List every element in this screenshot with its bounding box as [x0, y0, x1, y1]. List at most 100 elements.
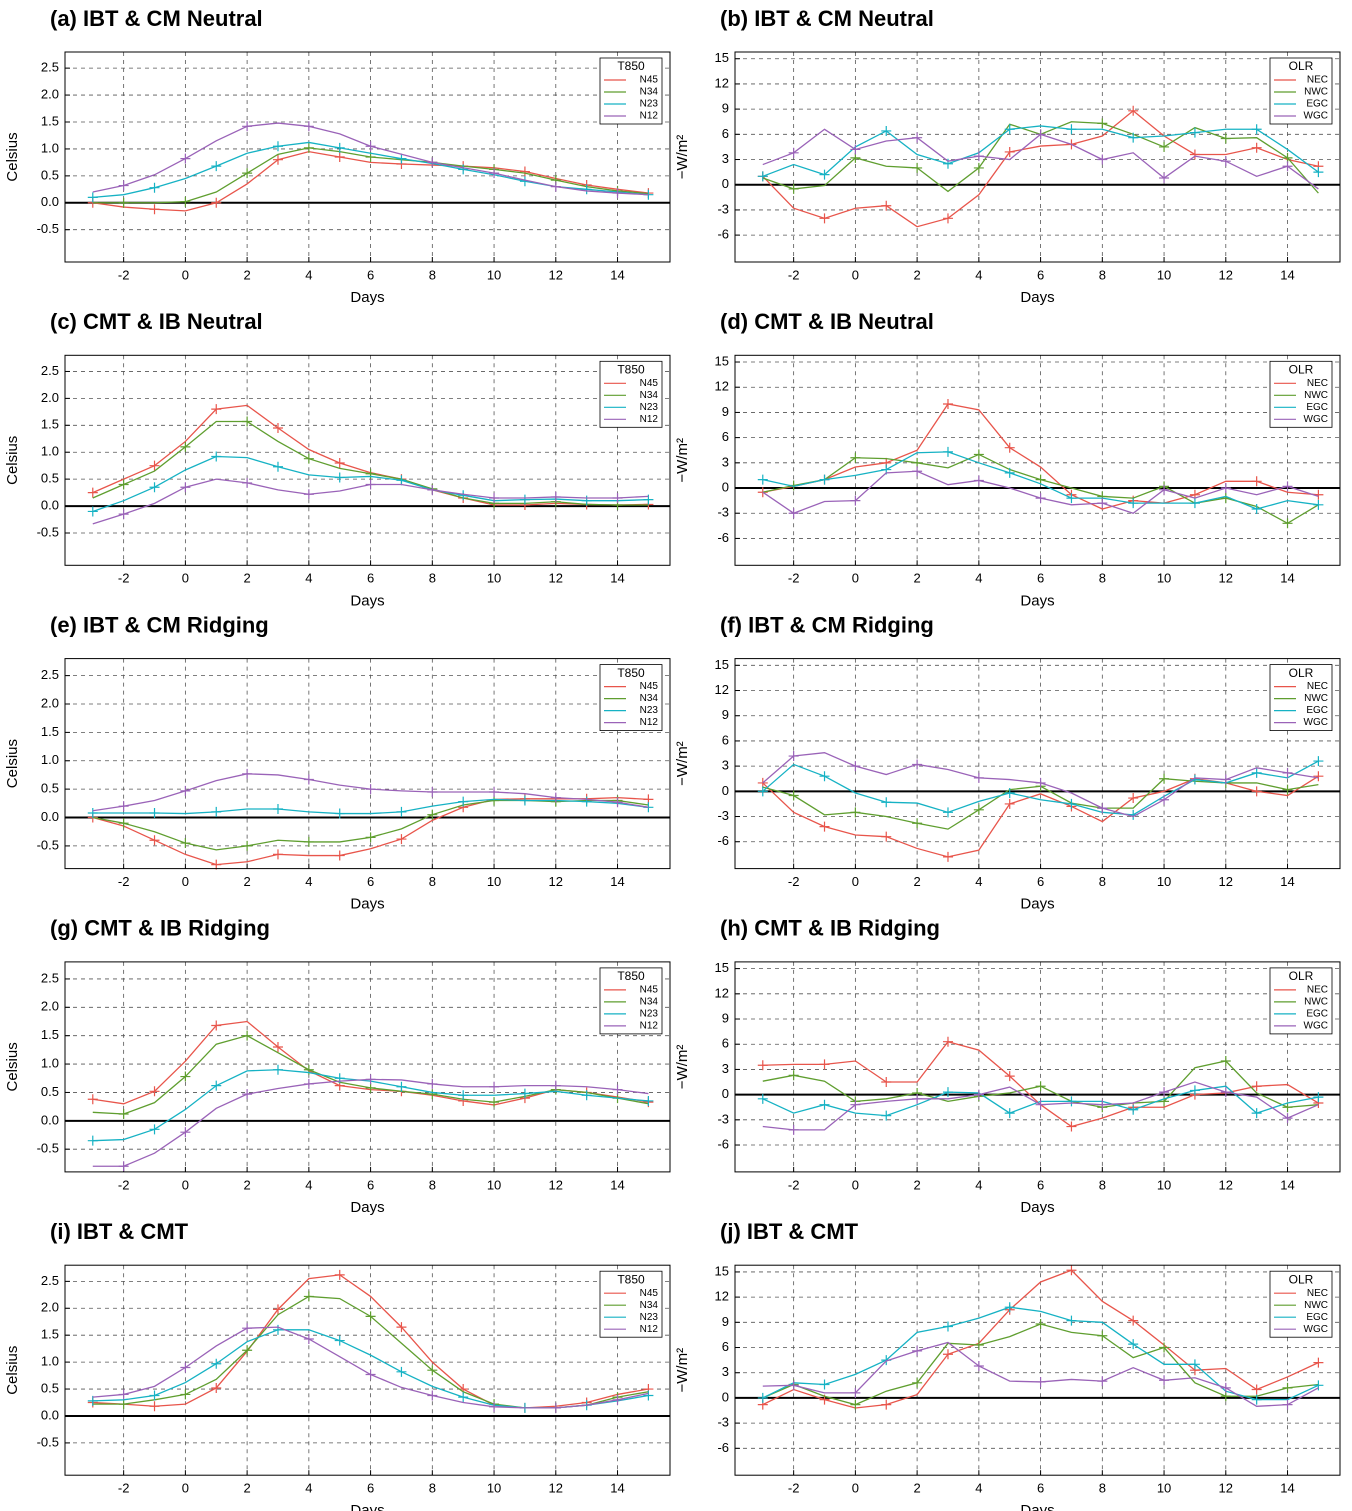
- marker: [427, 809, 438, 820]
- legend-label: NEC: [1307, 985, 1328, 996]
- legend-box: [599, 57, 663, 125]
- marker: [1282, 152, 1293, 163]
- y-tick-label: 1.0: [41, 752, 59, 767]
- panel-title: (g) CMT & IB Ridging: [50, 916, 270, 941]
- y-tick-label: 6: [722, 1339, 729, 1354]
- panel-title: (b) IBT & CM Neutral: [720, 6, 934, 31]
- marker: [118, 818, 129, 829]
- y-axis-label: −W/m²: [674, 438, 691, 483]
- y-tick-label: 2.0: [41, 87, 59, 102]
- x-axis-label: Days: [350, 592, 384, 609]
- marker: [211, 859, 222, 870]
- marker: [365, 1074, 376, 1085]
- marker: [149, 460, 160, 471]
- x-tick-label: -2: [118, 874, 130, 889]
- marker: [242, 840, 253, 851]
- marker: [87, 807, 98, 818]
- marker: [396, 475, 407, 486]
- x-tick-label: 10: [487, 874, 501, 889]
- marker: [519, 1088, 530, 1099]
- marker: [149, 1086, 160, 1097]
- x-tick-label: 10: [487, 1481, 501, 1496]
- y-tick-label: 1.0: [41, 140, 59, 155]
- marker: [334, 142, 345, 153]
- legend-box: [599, 967, 663, 1035]
- marker: [1066, 493, 1077, 504]
- plot-frame: [64, 961, 671, 1173]
- marker: [1159, 484, 1170, 495]
- marker: [365, 1082, 376, 1093]
- marker: [1313, 1092, 1324, 1103]
- marker: [303, 1291, 314, 1302]
- x-tick-label: 6: [1037, 1481, 1044, 1496]
- marker: [757, 1093, 768, 1104]
- x-axis-label: Days: [1020, 1502, 1054, 1511]
- marker: [1035, 1099, 1046, 1110]
- marker: [365, 784, 376, 795]
- marker: [819, 821, 830, 832]
- marker: [1097, 1376, 1108, 1387]
- marker: [912, 818, 923, 829]
- legend-label: NWC: [1304, 1300, 1328, 1311]
- x-tick-label: 14: [1280, 874, 1294, 889]
- marker: [365, 1369, 376, 1380]
- y-tick-label: -3: [717, 201, 729, 216]
- marker: [396, 1322, 407, 1333]
- panel: -2 0 2 4 6 8 10 12 14 -0.5 0.0 0.5 1.0 1.5 2.0 2.5 (i) I…: [4, 1219, 671, 1511]
- y-tick-label: -0.5: [37, 837, 59, 852]
- plot-area: [65, 1265, 670, 1476]
- marker: [550, 1080, 561, 1091]
- marker: [1097, 118, 1108, 129]
- x-axis-label: Days: [350, 1502, 384, 1511]
- y-axis-label: Celsius: [4, 436, 21, 485]
- marker: [973, 162, 984, 173]
- x-tick-label: 8: [1099, 571, 1106, 586]
- plot-area: [735, 658, 1340, 869]
- legend-box: [1269, 360, 1333, 428]
- x-tick-label: 14: [610, 1481, 624, 1496]
- y-tick-label: 0.5: [41, 471, 59, 486]
- y-tick-label: 2.0: [41, 999, 59, 1014]
- legend-box: [599, 360, 663, 428]
- marker: [1097, 1330, 1108, 1341]
- marker: [211, 806, 222, 817]
- legend-label: NEC: [1307, 1288, 1328, 1299]
- x-tick-label: 4: [305, 571, 312, 586]
- y-tick-label: 0.5: [41, 781, 59, 796]
- marker: [942, 1321, 953, 1332]
- y-tick-label: 15: [715, 657, 729, 672]
- marker: [1220, 1087, 1231, 1098]
- x-tick-label: 4: [975, 571, 982, 586]
- y-tick-label: 6: [722, 1036, 729, 1051]
- marker: [1313, 1380, 1324, 1391]
- marker: [973, 1340, 984, 1350]
- marker: [303, 1078, 314, 1089]
- y-axis-label: Celsius: [4, 1346, 21, 1395]
- marker: [272, 461, 283, 472]
- marker: [788, 790, 799, 801]
- marker: [819, 771, 830, 782]
- marker: [1220, 1382, 1231, 1393]
- marker: [1282, 1399, 1293, 1410]
- legend-label: NWC: [1304, 87, 1328, 98]
- panel-title: (d) CMT & IB Neutral: [720, 309, 934, 334]
- marker: [643, 494, 654, 505]
- marker: [334, 1335, 345, 1346]
- y-tick-label: 2.0: [41, 1300, 59, 1315]
- marker: [87, 506, 98, 517]
- plot-area: [65, 658, 670, 869]
- x-tick-label: 0: [852, 267, 859, 282]
- marker: [1159, 794, 1170, 805]
- x-tick-label: 6: [367, 1177, 374, 1192]
- marker: [942, 1036, 953, 1047]
- marker: [87, 1135, 98, 1146]
- legend-label: N23: [640, 1312, 659, 1323]
- legend-label: EGC: [1306, 402, 1328, 413]
- marker: [1159, 141, 1170, 152]
- marker: [912, 759, 923, 770]
- marker: [180, 1362, 191, 1373]
- marker: [334, 850, 345, 861]
- plot-frame: [64, 51, 671, 263]
- y-tick-label: 3: [722, 1061, 729, 1076]
- marker: [272, 1042, 283, 1053]
